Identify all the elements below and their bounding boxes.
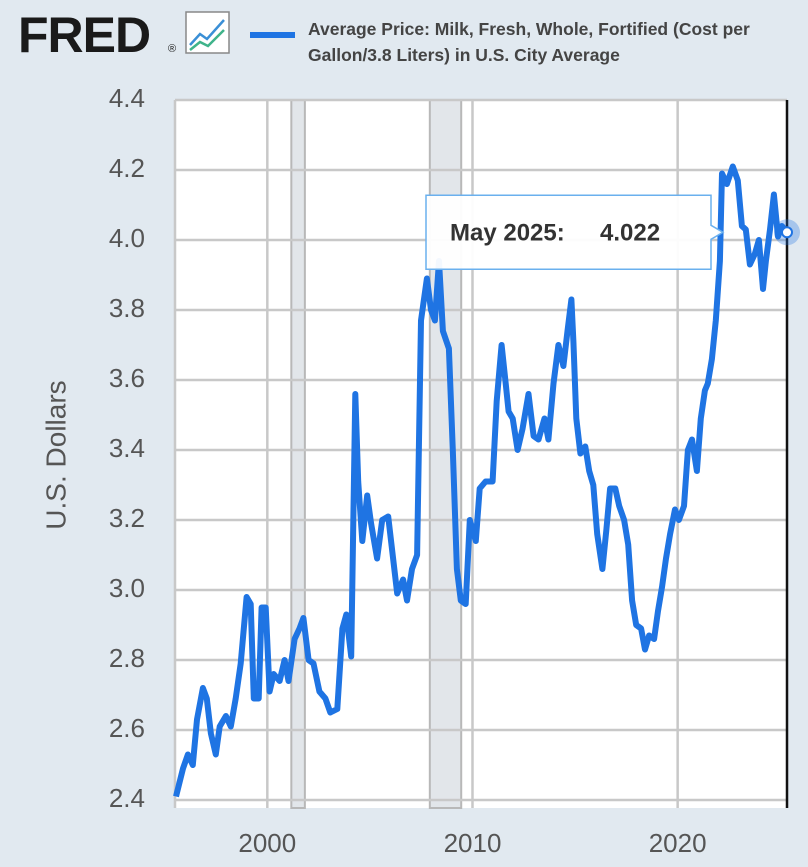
y-tick-label: 3.2 <box>109 503 145 533</box>
y-tick-label: 4.0 <box>109 223 145 253</box>
y-tick-label: 2.6 <box>109 713 145 743</box>
y-tick-label: 3.4 <box>109 433 145 463</box>
y-tick-label: 2.8 <box>109 643 145 673</box>
tooltip-value: 4.022 <box>600 220 660 247</box>
y-tick-label: 2.4 <box>109 783 145 813</box>
logo: FRED <box>18 7 150 63</box>
tooltip-label: May 2025: <box>450 220 565 247</box>
hover-point <box>781 226 793 239</box>
x-tick-label: 2020 <box>649 828 707 858</box>
tooltip-box <box>425 194 725 271</box>
y-tick-label: 3.0 <box>109 573 145 603</box>
series-line <box>173 163 790 798</box>
y-tick-label: 3.6 <box>109 363 145 393</box>
y-tick-label: 4.4 <box>109 83 145 113</box>
y-tick-label: 4.2 <box>109 153 145 183</box>
x-tick-label: 2010 <box>444 828 502 858</box>
x-tick-label: 2000 <box>238 828 296 858</box>
recession-band <box>290 99 306 809</box>
y-tick-label: 3.8 <box>109 293 145 323</box>
legend-label: Average Price: Milk, Fresh, Whole, Forti… <box>308 19 750 65</box>
y-axis-label: U.S. Dollars <box>40 380 71 529</box>
logo-icon <box>185 11 230 54</box>
logo-mark: ® <box>168 43 176 55</box>
